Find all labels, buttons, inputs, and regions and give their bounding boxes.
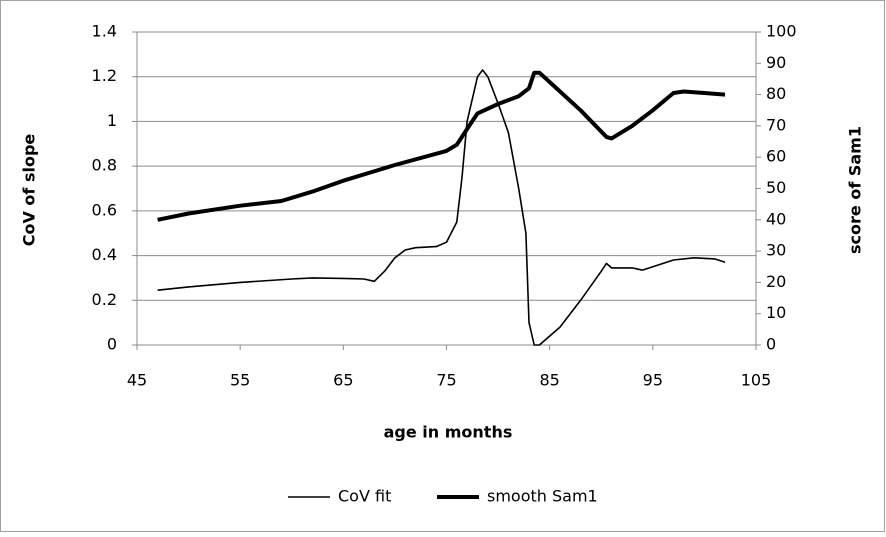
y2-axis-label: score of Sam1	[846, 126, 865, 254]
y-tick-label: 0	[107, 335, 117, 354]
y-tick-label: 0.4	[92, 245, 117, 264]
data-line	[157, 70, 726, 222]
x-tick-label: 55	[230, 371, 250, 390]
y2-tick-label: 80	[766, 84, 786, 103]
data-line	[157, 69, 726, 346]
y-tick-label: 1.2	[92, 66, 117, 85]
y2-tick-label: 20	[766, 272, 786, 291]
y2-tick-label: 10	[766, 303, 786, 322]
y2-tick-label: 60	[766, 147, 786, 166]
y-tick-label: 1.4	[92, 22, 117, 41]
x-tick-label: 85	[539, 371, 559, 390]
y2-tick-label: 70	[766, 115, 786, 134]
y-axis-label: CoV of slope	[20, 134, 39, 247]
y2-tick-label: 100	[766, 22, 797, 41]
x-tick-label: 75	[436, 371, 456, 390]
legend-label: smooth Sam1	[487, 487, 598, 506]
y-tick-label: 1	[107, 111, 117, 130]
x-tick-label: 65	[333, 371, 353, 390]
x-tick-label: 105	[741, 371, 772, 390]
y-tick-label: 0.2	[92, 290, 117, 309]
x-tick-label: 95	[643, 371, 663, 390]
y2-tick-label: 90	[766, 53, 786, 72]
y-tick-label: 0.8	[92, 156, 117, 175]
y2-tick-label: 0	[766, 335, 776, 354]
legend-label: CoV fit	[338, 487, 391, 506]
y-tick-label: 0.6	[92, 200, 117, 219]
x-axis-label: age in months	[384, 423, 513, 442]
y2-tick-label: 50	[766, 178, 786, 197]
y2-tick-label: 30	[766, 241, 786, 260]
y2-tick-label: 40	[766, 209, 786, 228]
x-tick-label: 45	[127, 371, 147, 390]
